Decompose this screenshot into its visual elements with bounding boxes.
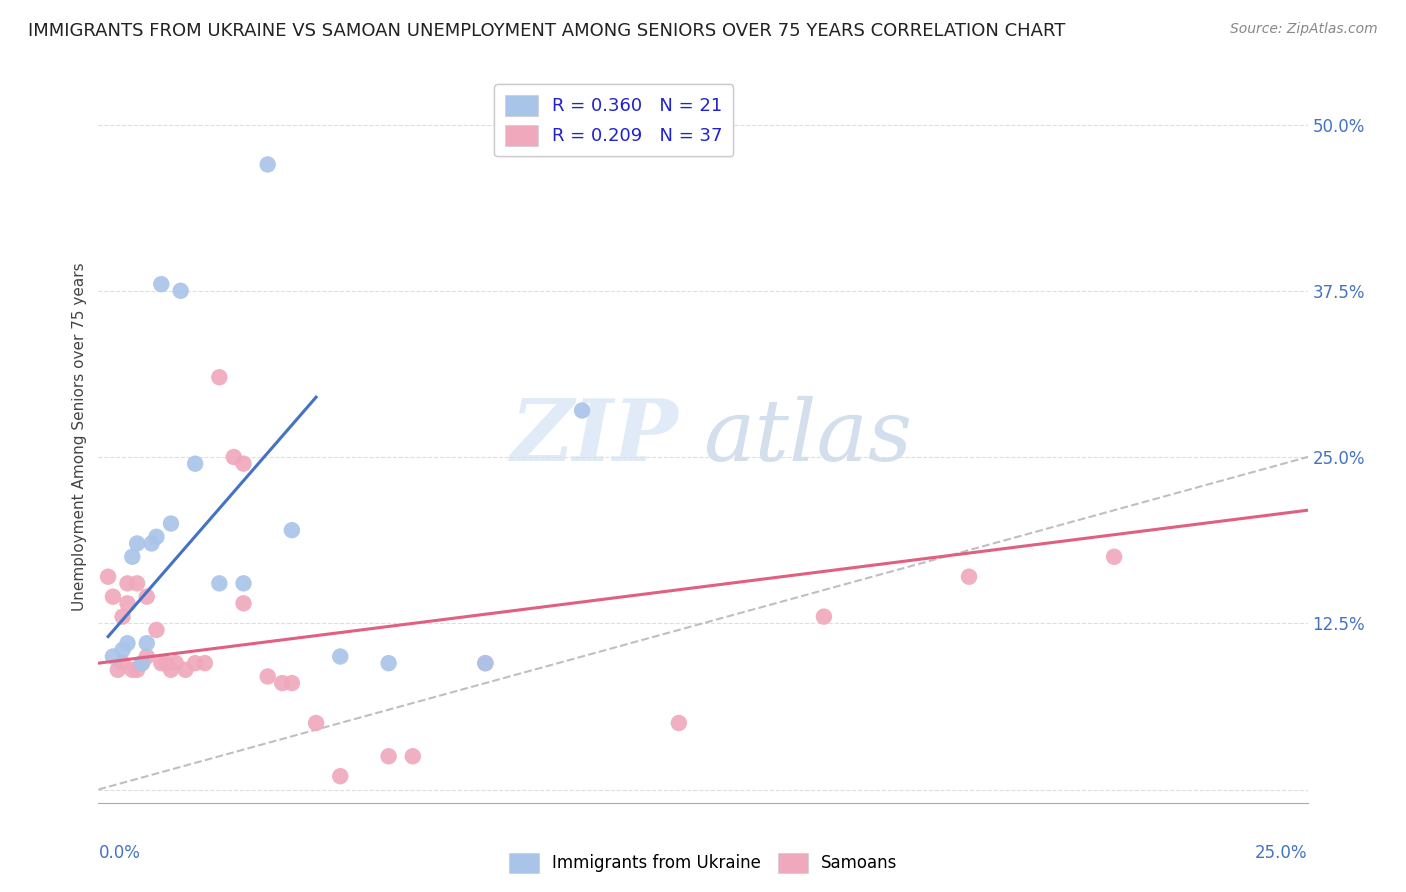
Point [305, 716, 328, 731]
Point [571, 403, 593, 417]
Text: ZIP: ZIP [510, 395, 679, 479]
Point [208, 576, 231, 591]
Point [957, 570, 980, 584]
Point [232, 457, 254, 471]
Point [402, 749, 425, 764]
Point [121, 663, 143, 677]
Point [474, 656, 496, 670]
Point [135, 590, 157, 604]
Text: 25.0%: 25.0% [1256, 845, 1308, 863]
Legend: R = 0.360   N = 21, R = 0.209   N = 37: R = 0.360 N = 21, R = 0.209 N = 37 [495, 84, 734, 156]
Point [101, 649, 124, 664]
Point [127, 663, 149, 677]
Point [256, 669, 278, 683]
Point [281, 523, 304, 537]
Point [165, 656, 187, 670]
Point [117, 576, 139, 591]
Point [222, 450, 245, 464]
Y-axis label: Unemployment Among Seniors over 75 years: Unemployment Among Seniors over 75 years [72, 263, 87, 611]
Point [111, 656, 134, 670]
Point [1102, 549, 1125, 564]
Point [160, 663, 183, 677]
Point [135, 636, 157, 650]
Point [184, 656, 207, 670]
Point [107, 663, 129, 677]
Point [813, 609, 835, 624]
Point [184, 457, 207, 471]
Point [145, 530, 167, 544]
Point [150, 277, 173, 292]
Point [121, 549, 143, 564]
Point [101, 590, 124, 604]
Point [131, 656, 153, 670]
Point [150, 656, 173, 670]
Point [271, 676, 294, 690]
Point [208, 370, 231, 384]
Point [232, 596, 254, 610]
Text: atlas: atlas [703, 396, 912, 478]
Point [281, 676, 304, 690]
Text: Source: ZipAtlas.com: Source: ZipAtlas.com [1230, 22, 1378, 37]
Point [160, 516, 183, 531]
Point [174, 663, 197, 677]
Point [145, 623, 167, 637]
Point [141, 536, 163, 550]
Point [111, 643, 134, 657]
Point [256, 157, 278, 171]
Text: IMMIGRANTS FROM UKRAINE VS SAMOAN UNEMPLOYMENT AMONG SENIORS OVER 75 YEARS CORRE: IMMIGRANTS FROM UKRAINE VS SAMOAN UNEMPL… [28, 22, 1066, 40]
Point [474, 656, 496, 670]
Point [377, 656, 399, 670]
Point [127, 536, 149, 550]
Point [377, 749, 399, 764]
Point [194, 656, 217, 670]
Point [127, 576, 149, 591]
Point [155, 656, 177, 670]
Point [111, 609, 134, 624]
Point [117, 636, 139, 650]
Point [135, 649, 157, 664]
Point [668, 716, 690, 731]
Point [131, 656, 153, 670]
Legend: Immigrants from Ukraine, Samoans: Immigrants from Ukraine, Samoans [502, 847, 904, 880]
Point [97, 570, 120, 584]
Text: 0.0%: 0.0% [98, 845, 141, 863]
Point [329, 649, 352, 664]
Point [169, 284, 191, 298]
Point [117, 596, 139, 610]
Point [329, 769, 352, 783]
Point [232, 576, 254, 591]
